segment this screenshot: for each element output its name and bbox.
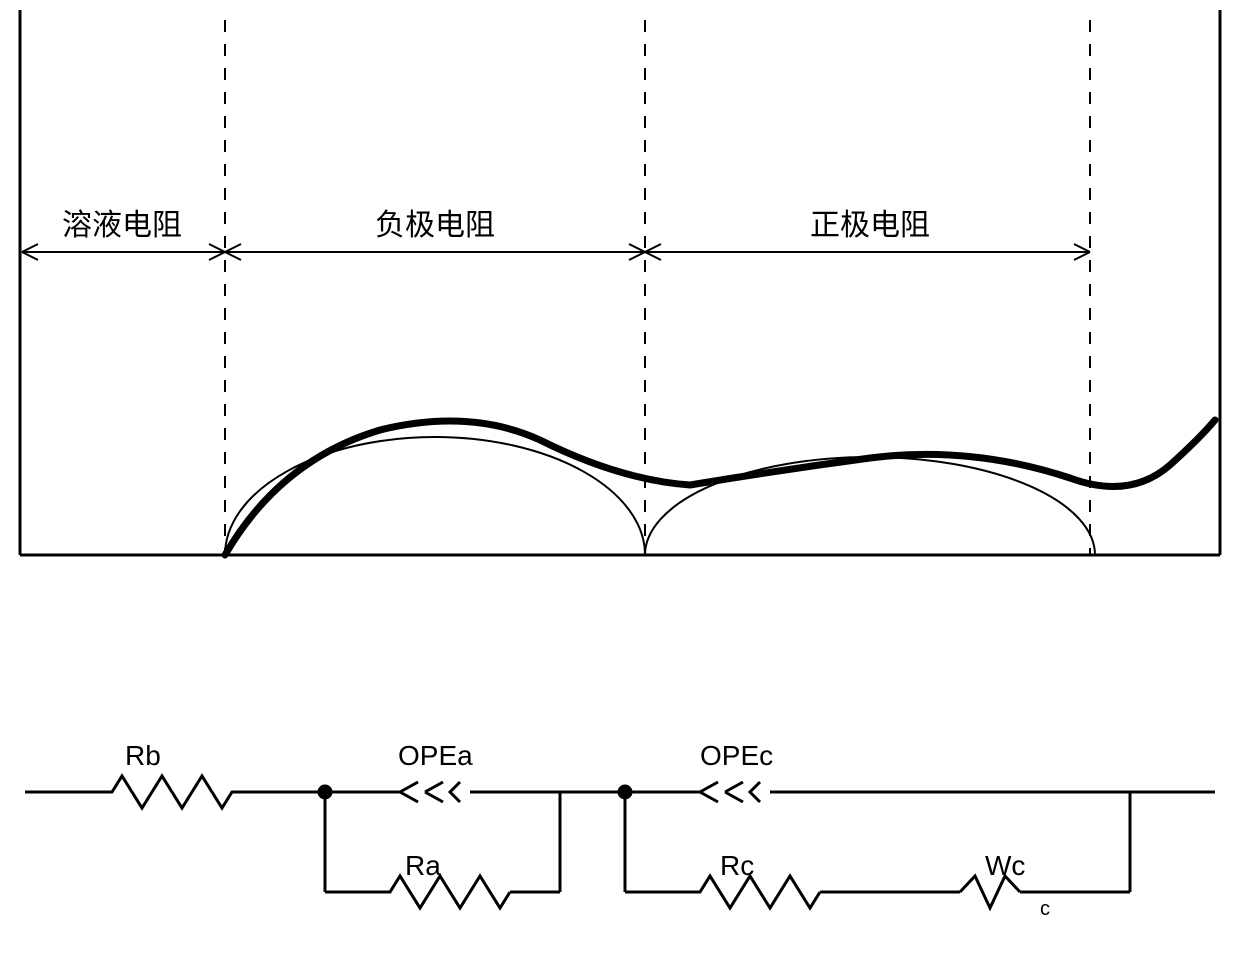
- label-opec: OPEc: [700, 740, 773, 772]
- label-rb: Rb: [125, 740, 161, 772]
- label-solution-resistance: 溶液电阻: [62, 200, 182, 244]
- circuit-diagram: [25, 776, 1215, 908]
- label-ra: Ra: [405, 850, 441, 882]
- label-anode-resistance: 负极电阻: [375, 200, 495, 244]
- diagram-svg: [0, 0, 1240, 955]
- bold-nyquist-curve: [225, 420, 1215, 555]
- label-opea: OPEa: [398, 740, 473, 772]
- label-rc: Rc: [720, 850, 754, 882]
- dashed-dividers: [225, 20, 1090, 555]
- dimension-arrows: [22, 244, 1090, 260]
- label-wc: Wc: [985, 850, 1025, 882]
- label-cathode-resistance: 正极电阻: [810, 200, 930, 244]
- diagram-container: 溶液电阻 负极电阻 正极电阻 Rb OPEa OPEc Ra Rc Wc c: [0, 0, 1240, 955]
- label-wc-sub: c: [1040, 898, 1050, 921]
